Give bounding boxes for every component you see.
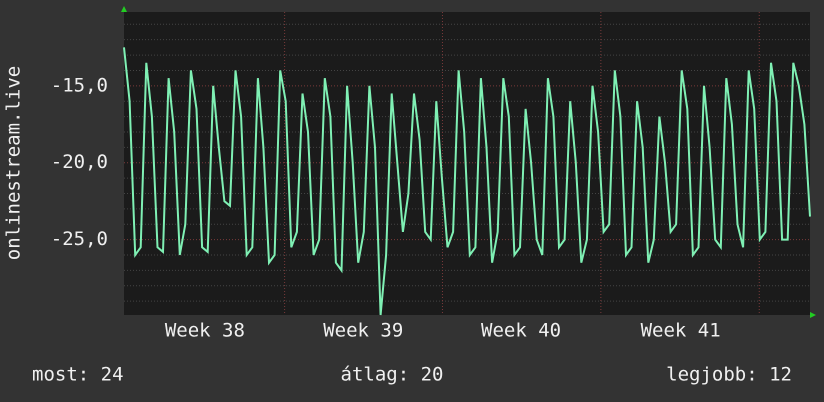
x-tick-label: Week 41 [641, 320, 721, 342]
axis-arrow [121, 6, 127, 12]
x-tick-label: Week 39 [323, 320, 403, 342]
axis-arrow [810, 312, 816, 318]
grid [124, 12, 810, 315]
y-tick-label: -15,0 [51, 74, 108, 96]
footer-average: átlag: 20 [341, 364, 444, 386]
footer-current: most: 24 [32, 364, 124, 386]
x-tick-label: Week 38 [165, 320, 245, 342]
y-axis-label: onlinestream.live [3, 66, 25, 260]
footer-best: legjobb: 12 [666, 364, 792, 386]
x-tick-label: Week 40 [481, 320, 561, 342]
y-tick-label: -25,0 [51, 228, 108, 250]
plot-area [124, 12, 810, 315]
y-tick-label: -20,0 [51, 151, 108, 173]
data-line [123, 47, 811, 316]
